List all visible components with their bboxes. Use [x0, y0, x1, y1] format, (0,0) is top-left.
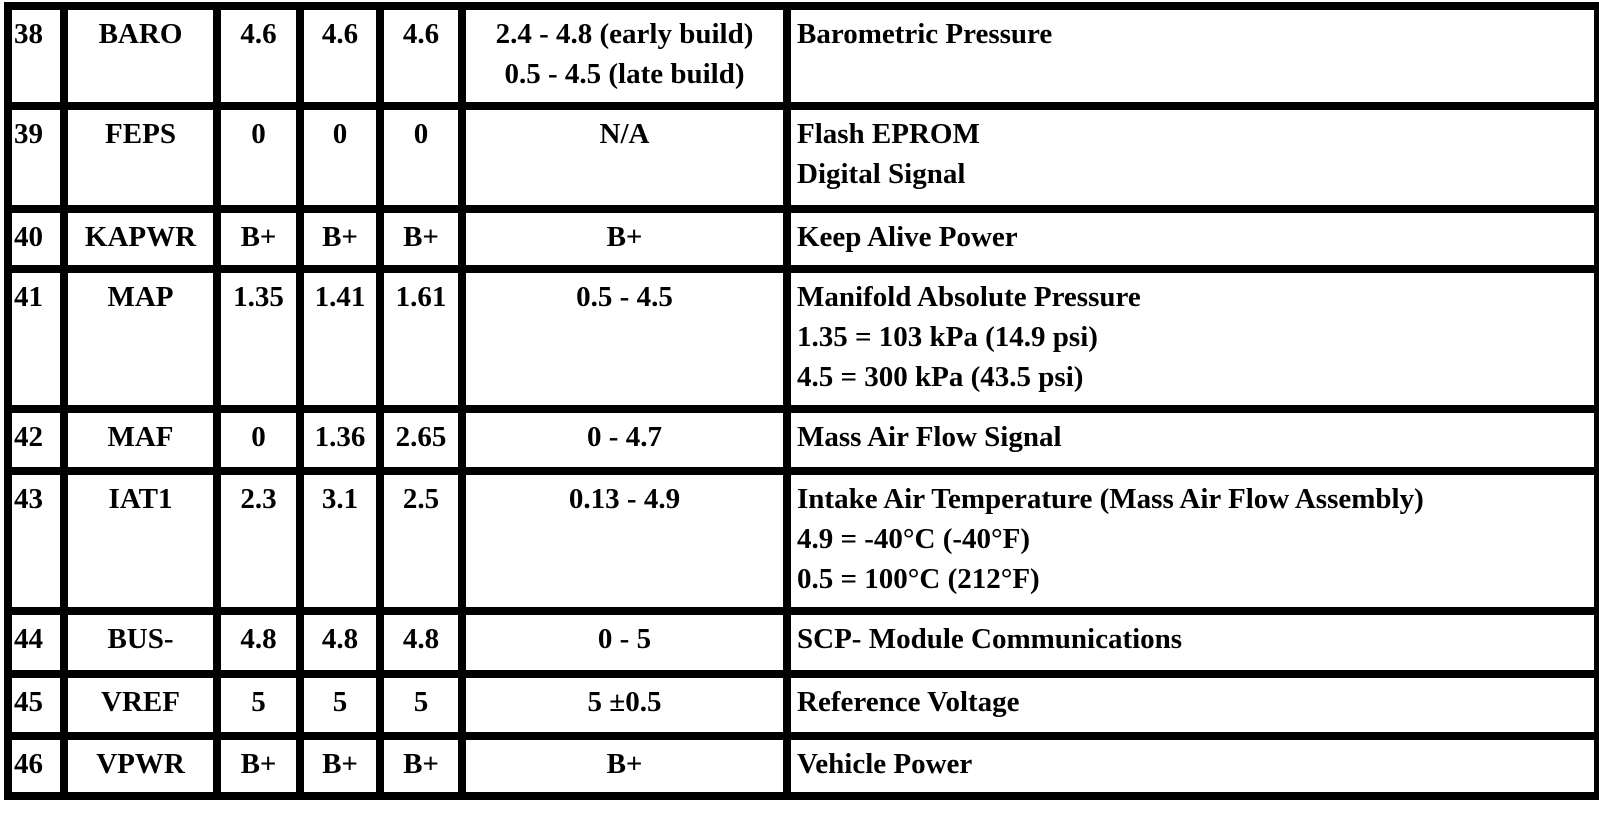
range-cell: B+	[458, 205, 791, 273]
value-3-cell: 4.8	[376, 607, 466, 678]
range-cell: 5 ±0.5	[458, 670, 791, 740]
range-line: 0.5 - 4.5 (late build)	[504, 58, 745, 90]
description-cell: Mass Air Flow Signal	[783, 405, 1599, 475]
value-1-cell: 0	[213, 405, 304, 475]
range-line: B+	[606, 221, 643, 253]
description-cell: Manifold Absolute Pressure 1.35 = 103 kPa…	[783, 265, 1599, 413]
table-row: 39 FEPS 0 0 0 N/A Flash EPROM Digital Signal	[4, 102, 1599, 213]
signal-name-cell: KAPWR	[60, 205, 221, 273]
description-line: 1.35 = 103 kPa (14.9 psi)	[797, 321, 1098, 353]
value-1-cell: 2.3	[213, 467, 304, 615]
table-row: 38 BARO 4.6 4.6 4.6 2.4 - 4.8 (early build) 0.…	[4, 2, 1599, 110]
range-cell: N/A	[458, 102, 791, 213]
value-1-cell: B+	[213, 205, 304, 273]
range-cell: B+	[458, 732, 791, 800]
signal-name-cell: VREF	[60, 670, 221, 740]
value-2-cell: 1.36	[296, 405, 384, 475]
value-1-cell: 1.35	[213, 265, 304, 413]
value-3-cell: 0	[376, 102, 466, 213]
pin-number-cell: 41	[4, 265, 68, 413]
range-line: 0.13 - 4.9	[568, 483, 681, 515]
description-cell: Barometric Pressure	[783, 2, 1599, 110]
signal-name-cell: MAF	[60, 405, 221, 475]
pin-number-cell: 43	[4, 467, 68, 615]
signal-name-cell: MAP	[60, 265, 221, 413]
range-line: 5 ±0.5	[587, 686, 662, 718]
description-line: SCP- Module Communications	[797, 623, 1183, 655]
range-cell: 2.4 - 4.8 (early build) 0.5 - 4.5 (late b…	[458, 2, 791, 110]
description-line: Keep Alive Power	[797, 221, 1018, 253]
table-row: 40 KAPWR B+ B+ B+ B+ Keep Alive Power	[4, 205, 1599, 273]
value-2-cell: B+	[296, 732, 384, 800]
description-cell: SCP- Module Communications	[783, 607, 1599, 678]
description-line: Manifold Absolute Pressure	[797, 281, 1141, 313]
range-cell: 0 - 4.7	[458, 405, 791, 475]
value-2-cell: 1.41	[296, 265, 384, 413]
description-line: 0.5 = 100°C (212°F)	[797, 563, 1040, 595]
description-line: Mass Air Flow Signal	[797, 421, 1062, 453]
description-cell: Flash EPROM Digital Signal	[783, 102, 1599, 213]
range-cell: 0.5 - 4.5	[458, 265, 791, 413]
value-2-cell: 0	[296, 102, 384, 213]
value-3-cell: B+	[376, 732, 466, 800]
pin-number-cell: 38	[4, 2, 68, 110]
table-row: 42 MAF 0 1.36 2.65 0 - 4.7 Mass Air Flow Signa…	[4, 405, 1599, 475]
signal-name-cell: VPWR	[60, 732, 221, 800]
value-3-cell: 1.61	[376, 265, 466, 413]
pin-number-cell: 40	[4, 205, 68, 273]
pin-number-cell: 44	[4, 607, 68, 678]
value-1-cell: 4.8	[213, 607, 304, 678]
value-1-cell: 5	[213, 670, 304, 740]
signal-name-cell: BUS-	[60, 607, 221, 678]
value-2-cell: 4.6	[296, 2, 384, 110]
pin-number-cell: 46	[4, 732, 68, 800]
range-line: B+	[606, 748, 643, 780]
range-line: 2.4 - 4.8 (early build)	[495, 18, 754, 50]
range-line: 0 - 5	[597, 623, 652, 655]
table-row: 43 IAT1 2.3 3.1 2.5 0.13 - 4.9 Intake Air Temp…	[4, 467, 1599, 615]
value-3-cell: 2.5	[376, 467, 466, 615]
value-2-cell: 4.8	[296, 607, 384, 678]
value-3-cell: 2.65	[376, 405, 466, 475]
value-3-cell: 4.6	[376, 2, 466, 110]
signal-name-cell: IAT1	[60, 467, 221, 615]
table-row: 44 BUS- 4.8 4.8 4.8 0 - 5 SCP- Module Communic…	[4, 607, 1599, 678]
description-line: Digital Signal	[797, 158, 966, 190]
description-line: Barometric Pressure	[797, 18, 1053, 50]
description-line: Reference Voltage	[797, 686, 1020, 718]
description-cell: Vehicle Power	[783, 732, 1599, 800]
signal-name-cell: BARO	[60, 2, 221, 110]
description-line: 4.9 = -40°C (-40°F)	[797, 523, 1031, 555]
signal-name-cell: FEPS	[60, 102, 221, 213]
pinout-table: 38 BARO 4.6 4.6 4.6 2.4 - 4.8 (early build) 0.…	[4, 2, 1599, 800]
value-2-cell: 5	[296, 670, 384, 740]
description-cell: Keep Alive Power	[783, 205, 1599, 273]
description-cell: Intake Air Temperature (Mass Air Flow As…	[783, 467, 1599, 615]
value-2-cell: B+	[296, 205, 384, 273]
pin-number-cell: 39	[4, 102, 68, 213]
pin-number-cell: 45	[4, 670, 68, 740]
description-cell: Reference Voltage	[783, 670, 1599, 740]
description-line: 4.5 = 300 kPa (43.5 psi)	[797, 361, 1084, 393]
value-1-cell: 0	[213, 102, 304, 213]
value-3-cell: B+	[376, 205, 466, 273]
pin-number-cell: 42	[4, 405, 68, 475]
range-line: 0 - 4.7	[587, 421, 662, 453]
table-row: 41 MAP 1.35 1.41 1.61 0.5 - 4.5 Manifold Absol…	[4, 265, 1599, 413]
range-line: 0.5 - 4.5	[576, 281, 673, 313]
value-2-cell: 3.1	[296, 467, 384, 615]
range-cell: 0.13 - 4.9	[458, 467, 791, 615]
range-cell: 0 - 5	[458, 607, 791, 678]
table-body: 38 BARO 4.6 4.6 4.6 2.4 - 4.8 (early build) 0.…	[4, 2, 1599, 800]
range-line: N/A	[599, 118, 650, 150]
description-line: Intake Air Temperature (Mass Air Flow As…	[797, 483, 1424, 515]
table-row: 45 VREF 5 5 5 5 ±0.5 Reference Voltage	[4, 670, 1599, 740]
description-line: Vehicle Power	[797, 748, 973, 780]
table-row: 46 VPWR B+ B+ B+ B+ Vehicle Power	[4, 732, 1599, 800]
value-1-cell: 4.6	[213, 2, 304, 110]
value-1-cell: B+	[213, 732, 304, 800]
value-3-cell: 5	[376, 670, 466, 740]
description-line: Flash EPROM	[797, 118, 980, 150]
